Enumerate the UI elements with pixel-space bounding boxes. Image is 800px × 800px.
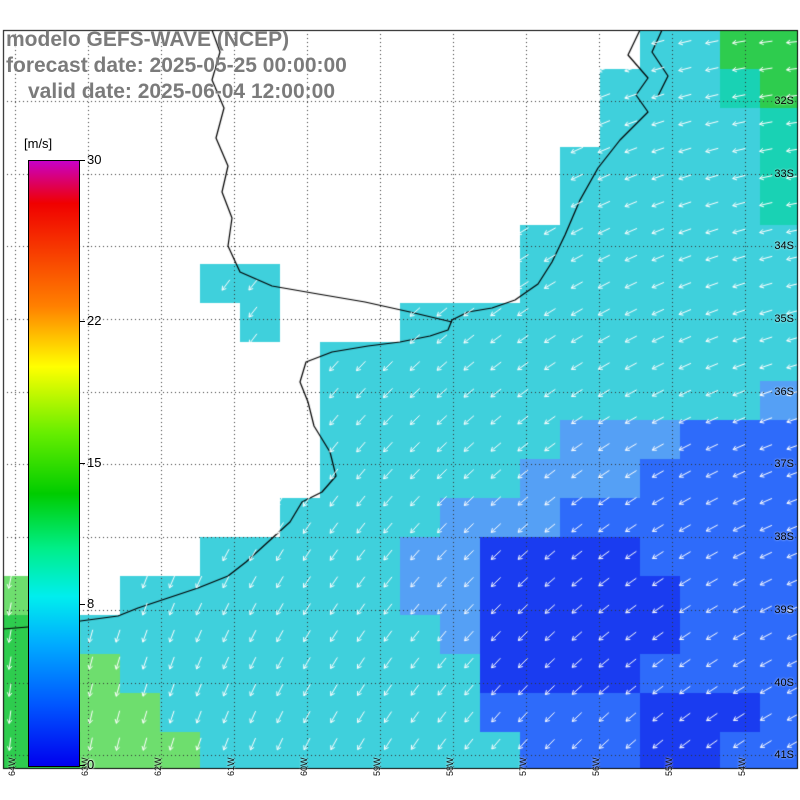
longitude-label: 60W [299, 757, 309, 776]
colorbar-gradient [28, 160, 80, 767]
colorbar-unit-label: [m/s] [24, 136, 53, 151]
longitude-label: 61W [226, 757, 236, 776]
latitude-label: 40S [774, 677, 794, 689]
longitude-label: 64W [7, 757, 17, 776]
longitude-label: 54W [737, 757, 747, 776]
colorbar-tick-label: 8 [87, 596, 95, 611]
latitude-label: 36S [774, 386, 794, 398]
longitude-label: 56W [591, 757, 601, 776]
latitude-label: 38S [774, 531, 794, 543]
colorbar-tick-mark [79, 321, 85, 322]
colorbar-tick-label: 0 [87, 757, 95, 772]
colorbar-tick-label: 22 [87, 313, 102, 328]
latitude-label: 39S [774, 604, 794, 616]
colorbar-tick-label: 30 [87, 152, 102, 167]
latitude-label: 41S [774, 749, 794, 761]
colorbar-tick-mark [79, 463, 85, 464]
longitude-label: 57W [518, 757, 528, 776]
longitude-label: 59W [372, 757, 382, 776]
latitude-label: 35S [774, 313, 794, 325]
valid-date-label: valid date: 2025-06-04 12:00:00 [28, 80, 336, 103]
latitude-label: 34S [774, 240, 794, 252]
longitude-label: 58W [445, 757, 455, 776]
colorbar-tick-mark [79, 765, 85, 766]
model-title: modelo GEFS-WAVE (NCEP) [6, 28, 290, 51]
forecast-date-label: forecast date: 2025-05-25 00:00:00 [6, 54, 347, 77]
latitude-label: 32S [774, 95, 794, 107]
colorbar-tick-mark [79, 604, 85, 605]
latitude-label: 37S [774, 458, 794, 470]
colorbar-tick-mark [79, 160, 85, 161]
latitude-label: 33S [774, 168, 794, 180]
colorbar-tick-label: 15 [87, 455, 102, 470]
longitude-label: 55W [664, 757, 674, 776]
longitude-label: 62W [153, 757, 163, 776]
